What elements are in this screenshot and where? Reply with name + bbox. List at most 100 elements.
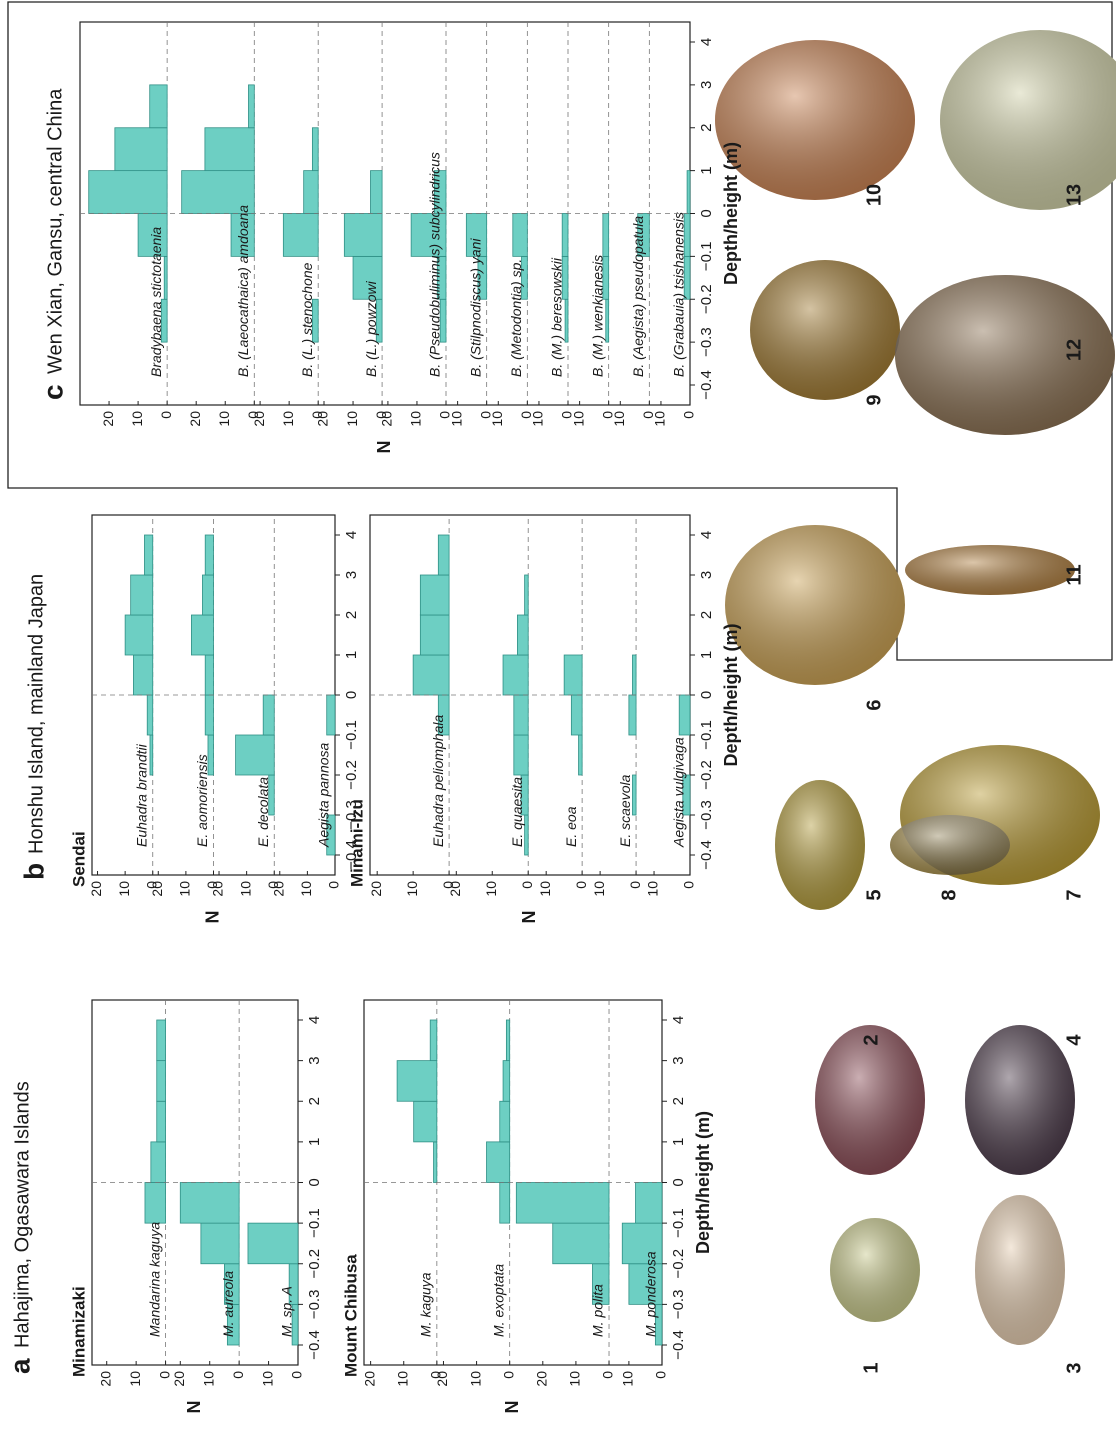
shell-shading (890, 815, 1010, 875)
photo-number: 1 (860, 1362, 882, 1373)
x-tick-label: −0.4 (698, 370, 715, 400)
bar (144, 535, 152, 575)
y-tick-label: 10 (530, 411, 546, 427)
bar (327, 695, 335, 735)
x-tick-label: 4 (698, 38, 715, 46)
photo-number: 5 (863, 889, 885, 900)
y-tick-label: 10 (216, 411, 232, 427)
y-tick-label: 10 (448, 411, 464, 427)
y-tick-label: 0 (681, 881, 697, 889)
bar (312, 128, 318, 171)
shell-shading (715, 40, 915, 200)
photo-number: 9 (863, 394, 885, 405)
x-tick-label: 2 (306, 1097, 323, 1105)
x-tick-label: 3 (698, 81, 715, 89)
y-axis-label: N (374, 441, 394, 454)
bar (606, 299, 609, 342)
y-tick-label: 20 (97, 1371, 113, 1387)
shell-shading (775, 780, 865, 910)
bar (150, 85, 167, 128)
x-tick-label: −0.2 (698, 284, 715, 314)
y-tick-label: 0 (156, 1371, 172, 1379)
bar (89, 171, 167, 214)
x-tick-label: 4 (306, 1016, 323, 1024)
x-tick-label: 0 (698, 691, 715, 699)
bar (263, 695, 274, 735)
y-tick-label: 0 (326, 881, 342, 889)
bar (205, 128, 254, 171)
species-name: M. exoptata (490, 1264, 506, 1337)
species-name: Euhadra peliomphala (430, 714, 446, 847)
species-name: B. (Aegista) pseudopatula (630, 216, 646, 377)
panel-title: Wen Xian, Gansu, central China (44, 88, 66, 374)
shell-shading (830, 1218, 920, 1322)
species-name: M. polita (590, 1284, 606, 1337)
x-tick-label: −0.2 (306, 1249, 323, 1279)
y-tick-label: 10 (298, 881, 314, 897)
photos (715, 30, 1116, 1345)
y-tick-label: 10 (127, 1371, 143, 1387)
x-tick-label: −0.3 (698, 327, 715, 357)
bar (125, 615, 153, 655)
x-tick-label: 1 (670, 1138, 687, 1146)
bar (164, 256, 167, 299)
y-tick-label: 10 (645, 881, 661, 897)
y-tick-label: 10 (280, 411, 296, 427)
bar (513, 214, 528, 257)
panel-letter: b (18, 863, 49, 880)
bar (514, 735, 528, 775)
bar (500, 1183, 510, 1224)
bar (205, 695, 213, 735)
bar (506, 1020, 509, 1061)
x-tick-label: 1 (343, 651, 360, 659)
x-tick-label: −0.1 (698, 720, 715, 750)
bar (131, 575, 153, 615)
y-tick-label: 10 (611, 411, 627, 427)
species-name: B. (L.) stenochone (299, 262, 315, 377)
bar (413, 655, 449, 695)
x-tick-label: 1 (698, 166, 715, 174)
x-tick-label: 0 (698, 209, 715, 217)
x-tick-label: −0.1 (343, 720, 360, 750)
x-tick-label: −0.4 (306, 1330, 323, 1360)
bar (525, 575, 529, 615)
x-tick-label: −0.4 (670, 1330, 687, 1360)
bar (248, 85, 254, 128)
shell-shading (750, 260, 900, 400)
shell-shading (940, 30, 1116, 210)
x-tick-label: 4 (343, 531, 360, 539)
y-tick-label: 10 (177, 881, 193, 897)
y-tick-label: 10 (344, 411, 360, 427)
x-tick-label: 0 (306, 1178, 323, 1186)
x-tick-label: −0.3 (698, 800, 715, 830)
photo-number: 4 (1063, 1034, 1085, 1046)
x-tick-label: 2 (698, 124, 715, 132)
y-tick-label: 20 (88, 881, 104, 897)
y-tick-label: 0 (158, 411, 174, 419)
y-tick-label: 10 (537, 881, 553, 897)
y-axis-label: N (184, 1401, 204, 1414)
bar (503, 1061, 510, 1102)
species-name: B. (Laeocathaica) amdoana (235, 205, 251, 377)
bar (500, 1101, 510, 1142)
shell-shading (725, 525, 905, 685)
panel-title: Honshu Island, mainland Japan (25, 574, 47, 854)
x-tick-label: 3 (306, 1056, 323, 1064)
bar (248, 1223, 298, 1264)
y-tick-label: 10 (237, 881, 253, 897)
species-name: M. aureola (220, 1271, 236, 1337)
y-tick-label: 10 (652, 411, 668, 427)
rotated-figure: aHahajima, Ogasawara IslandsbHonshu Isla… (4, 22, 740, 1414)
bar (579, 735, 583, 775)
species-name: E. aomoriensis (194, 754, 210, 847)
site-title: Minamizaki (69, 1286, 88, 1377)
y-tick-label: 20 (171, 1371, 187, 1387)
bar (487, 1142, 510, 1183)
shell-shading (975, 1195, 1065, 1345)
bar (147, 695, 153, 735)
bar (397, 1061, 437, 1102)
y-tick-label: 0 (289, 1371, 305, 1379)
y-tick-label: 20 (361, 1371, 377, 1387)
x-axis-label: Depth/height (m) (693, 1111, 713, 1254)
photo-number: 10 (863, 184, 885, 206)
